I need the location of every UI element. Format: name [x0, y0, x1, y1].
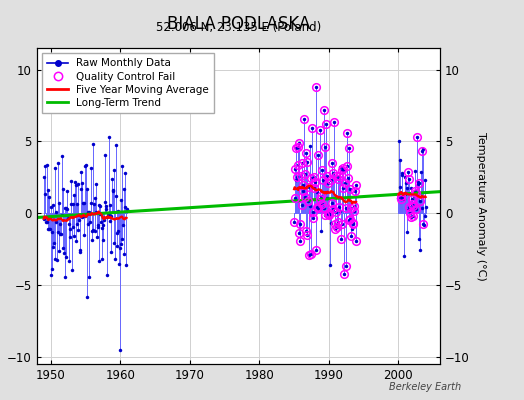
Legend: Raw Monthly Data, Quality Control Fail, Five Year Moving Average, Long-Term Tren: Raw Monthly Data, Quality Control Fail, … — [42, 53, 214, 113]
Text: 52.006 N, 23.135 E (Poland): 52.006 N, 23.135 E (Poland) — [156, 21, 321, 34]
Text: Berkeley Earth: Berkeley Earth — [389, 382, 461, 392]
Y-axis label: Temperature Anomaly (°C): Temperature Anomaly (°C) — [476, 132, 486, 280]
Title: BIALA PODLASKA: BIALA PODLASKA — [167, 14, 310, 32]
